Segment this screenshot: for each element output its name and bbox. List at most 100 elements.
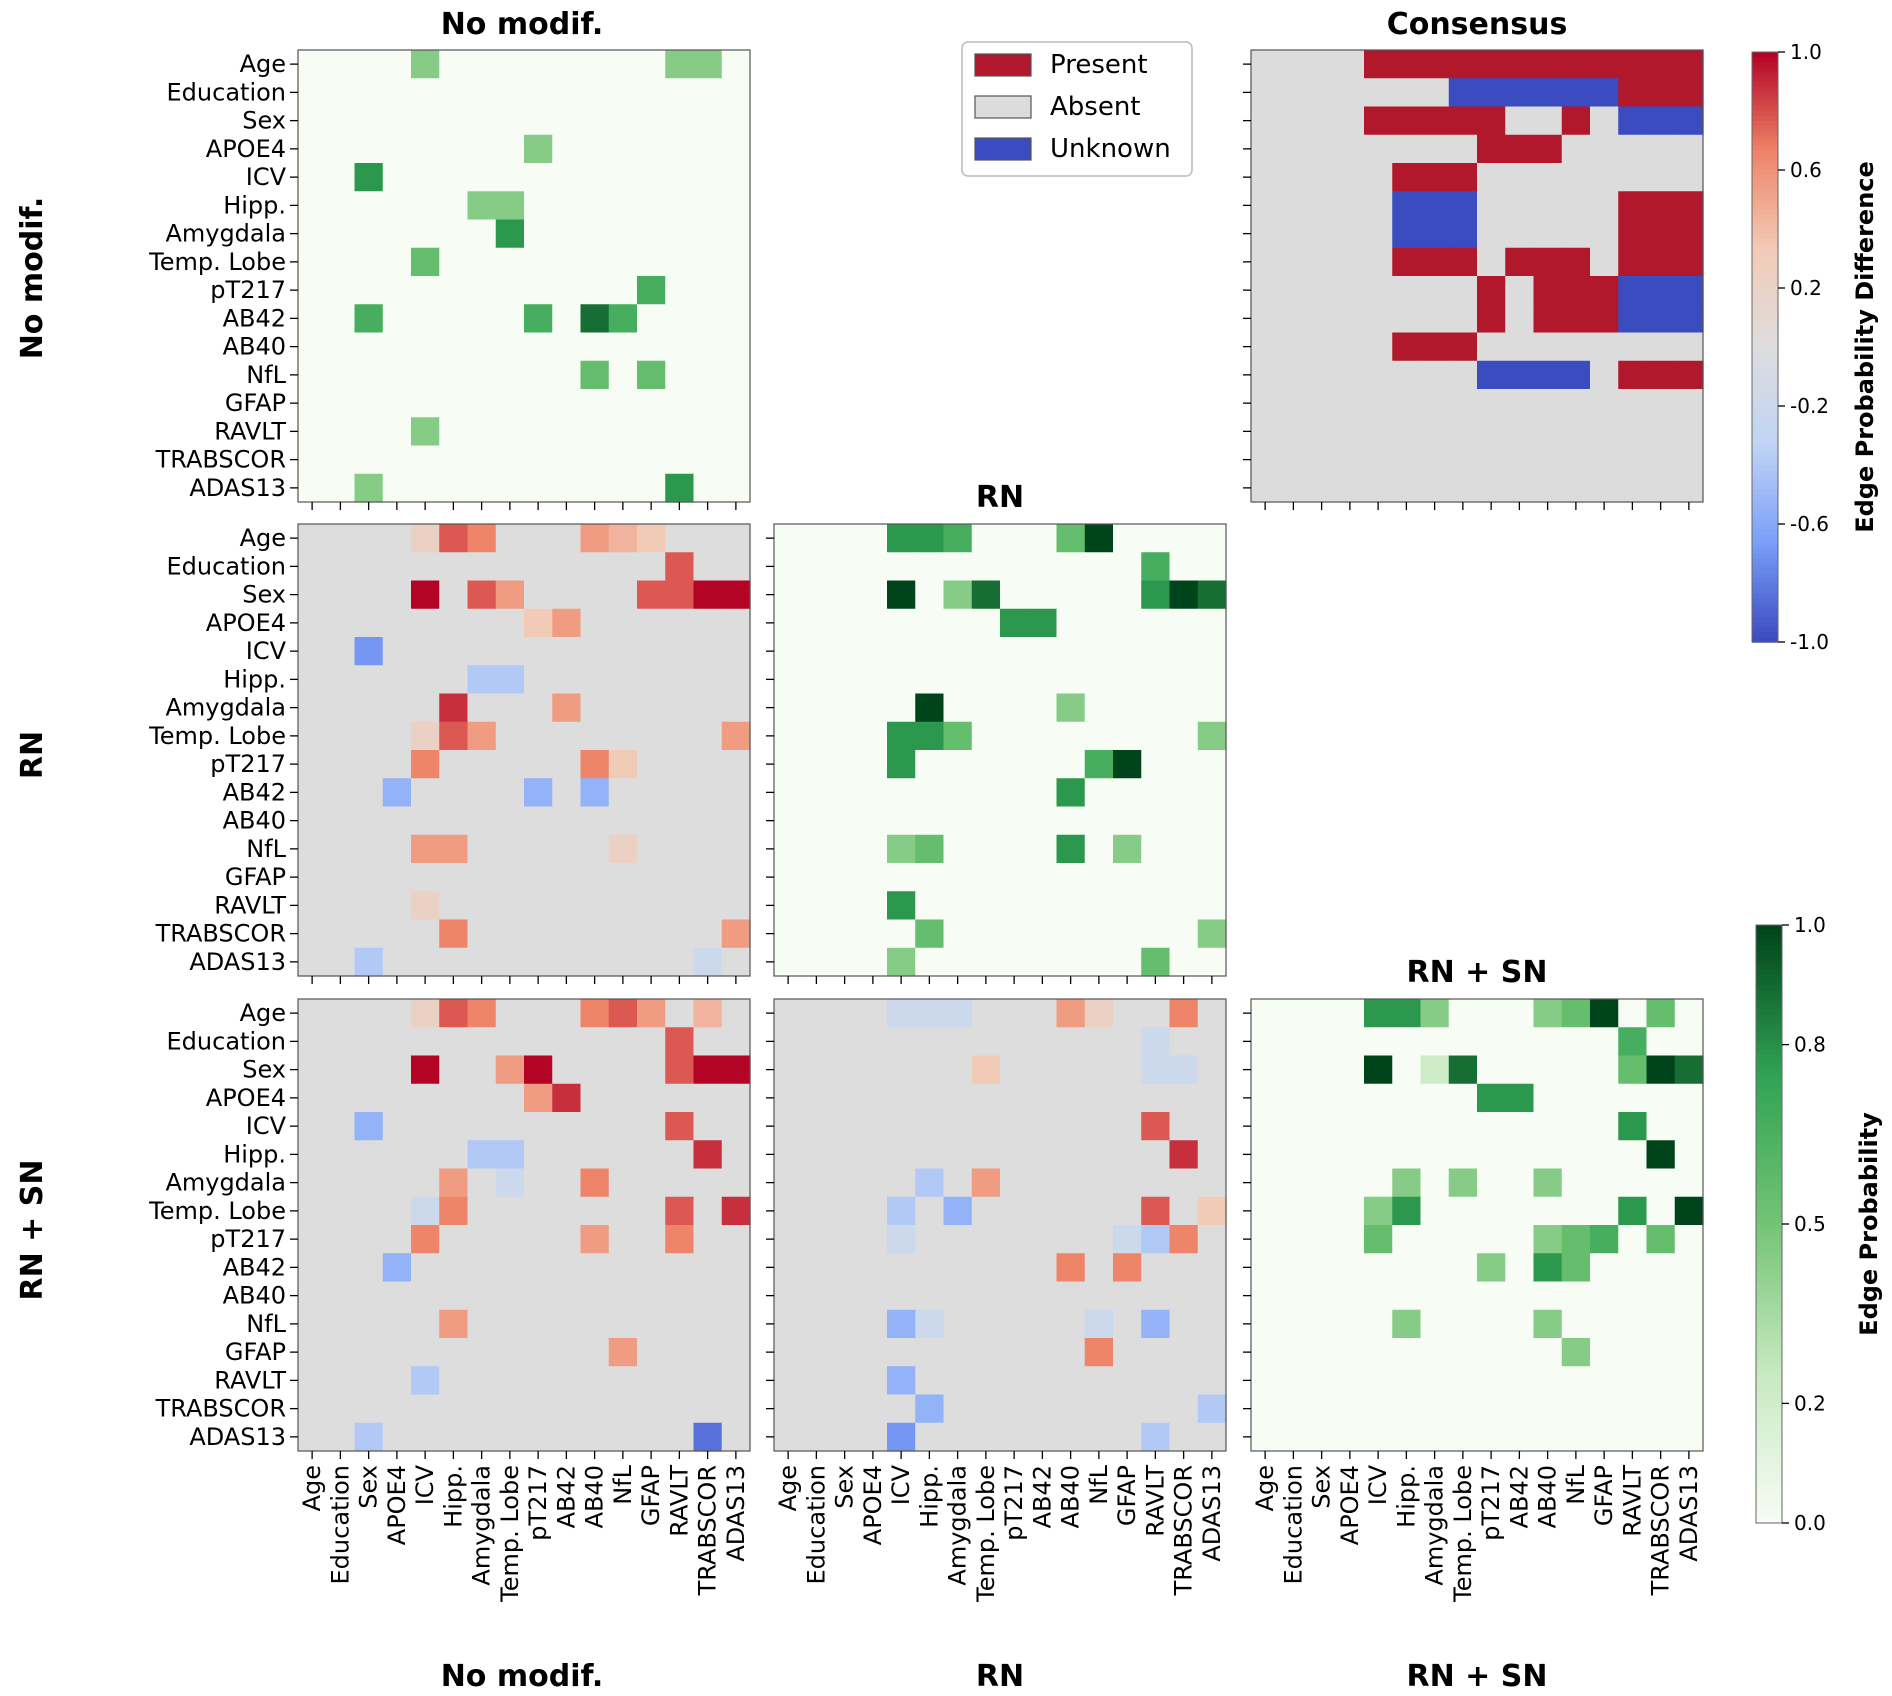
panel-nomodif-nomodif-cell — [298, 417, 327, 447]
panel-rn-rn-cell — [1197, 608, 1227, 638]
colorbar-probability-band — [1756, 1054, 1782, 1061]
panel-rnsn-rnsn-cell — [1420, 1083, 1450, 1113]
panel-rnsn-vs-rn-cell — [1084, 1055, 1114, 1085]
panel-rn-rn-cell — [1113, 608, 1142, 638]
panel-consensus-cell — [1251, 276, 1280, 305]
panel-rn-rn-cell — [1084, 947, 1114, 977]
panel-rnsn-vs-nomodif-cell — [411, 1168, 440, 1198]
colorbar-probability-band — [1756, 1293, 1782, 1300]
panel-rnsn-vs-rn-cell — [1141, 1083, 1171, 1113]
panel-rnsn-vs-rn-cell — [802, 1338, 832, 1367]
panel-rnsn-vs-nomodif-cell — [298, 1225, 327, 1254]
y-tick-label: Sex — [242, 1056, 286, 1084]
panel-rn-rn-cell — [1169, 750, 1199, 779]
y-tick-label: Age — [240, 50, 286, 78]
panel-rnsn-vs-rn-cell — [858, 1140, 888, 1170]
panel-rnsn-vs-rn-cell — [915, 1083, 945, 1113]
panel-rn-vs-nomodif-cell — [552, 608, 582, 638]
panel-rn-rn-cell — [1056, 665, 1086, 695]
colorbar-difference-band — [1752, 489, 1778, 496]
panel-consensus-cell — [1646, 247, 1676, 277]
panel-rnsn-rnsn-cell — [1505, 1168, 1535, 1198]
panel-rnsn-vs-nomodif-cell — [326, 1027, 356, 1057]
panel-rnsn-vs-nomodif-cell — [608, 1027, 638, 1057]
panel-rnsn-rnsn-cell — [1364, 1281, 1393, 1311]
panel-rn-vs-nomodif-cell — [524, 863, 553, 892]
panel-rnsn-vs-nomodif-cell — [354, 1225, 384, 1254]
panel-rnsn-vs-rn-cell — [1169, 1168, 1199, 1198]
panel-consensus-cell — [1674, 191, 1704, 221]
panel-rnsn-vs-nomodif-cell — [411, 999, 440, 1028]
panel-rnsn-vs-nomodif-cell — [580, 1422, 610, 1452]
panel-rn-rn-cell — [1084, 919, 1114, 949]
panel-rn-vs-nomodif-cell — [693, 580, 723, 610]
panel-rnsn-rnsn-cell — [1392, 1140, 1422, 1170]
panel-rnsn-vs-nomodif-cell — [693, 1309, 723, 1339]
colorbar-difference-band — [1752, 583, 1778, 589]
panel-rnsn-rnsn-cell — [1420, 999, 1450, 1028]
panel-rn-rn-cell — [858, 524, 888, 553]
panel-nomodif-nomodif-cell — [382, 360, 412, 390]
panel-rn-rn-cell — [915, 947, 945, 977]
panel-rnsn-rnsn: Age Education Sex APOE4 ICV Hipp. Amygdala Temp… — [1243, 998, 1704, 1603]
colorbar-probability-band — [1756, 1074, 1782, 1081]
panel-rnsn-vs-nomodif-cell — [382, 1196, 412, 1226]
panel-rnsn-vs-rn-cell — [774, 1112, 803, 1141]
panel-consensus-cell — [1533, 360, 1563, 390]
panel-rn-vs-nomodif-cell — [411, 665, 440, 695]
colorbar-probability-band — [1756, 1413, 1782, 1420]
panel-rn-rn-cell — [1113, 891, 1142, 921]
panel-nomodif-nomodif-cell — [467, 360, 497, 390]
colorbar-probability-band — [1756, 1313, 1782, 1320]
panel-rnsn-vs-nomodif-cell — [637, 1253, 666, 1283]
panel-rnsn-rnsn-cell — [1392, 1027, 1422, 1057]
panel-rnsn-rnsn-cell — [1590, 1281, 1619, 1311]
panel-rn-rn-cell — [943, 750, 973, 779]
panel-rnsn-rnsn-cell — [1477, 1027, 1506, 1057]
panel-rn-rn-cell — [887, 891, 916, 921]
panel-consensus-cell — [1448, 247, 1478, 277]
colorbar-probability-band — [1756, 1174, 1782, 1180]
panel-rnsn-vs-nomodif-cell — [665, 1112, 695, 1141]
panel-rn-rn-cell — [1169, 580, 1199, 610]
x-tick-label: Sex — [355, 1465, 383, 1509]
panel-rn-rn-cell — [774, 778, 803, 808]
panel-rnsn-vs-rn-cell — [802, 1027, 832, 1057]
panel-rn-rn-cell — [1141, 721, 1171, 751]
panel-rnsn-rnsn-cell — [1477, 1366, 1506, 1396]
panel-rn-vs-nomodif-cell — [721, 552, 751, 582]
panel-consensus-cell — [1335, 191, 1365, 221]
panel-rnsn-vs-nomodif-cell — [411, 1422, 440, 1452]
panel-rnsn-vs-rn-cell — [830, 1366, 860, 1396]
colorbar-difference-label: Edge Probability Difference — [1851, 161, 1879, 533]
panel-rnsn-vs-nomodif-cell — [693, 1281, 723, 1311]
panel-rn-rn-cell — [971, 891, 1001, 921]
panel-rn-vs-nomodif-cell — [552, 750, 582, 779]
colorbar-probability-band — [1756, 1184, 1782, 1190]
panel-nomodif-nomodif-cell — [665, 78, 695, 108]
panel-rnsn-vs-nomodif-cell — [326, 1055, 356, 1085]
panel-nomodif-nomodif-cell — [665, 276, 695, 305]
panel-rn-rn-cell — [1197, 524, 1227, 553]
panel-rn-vs-nomodif-cell — [326, 721, 356, 751]
panel-nomodif-nomodif-cell — [439, 332, 469, 362]
panel-rnsn-rnsn-cell — [1392, 1083, 1422, 1113]
panel-nomodif-nomodif-cell — [354, 332, 384, 362]
panel-nomodif-nomodif-cell — [721, 106, 751, 136]
panel-rnsn-vs-nomodif-cell — [721, 1338, 751, 1367]
colorbar-difference-band — [1752, 514, 1778, 520]
panel-rn-rn-cell — [943, 608, 973, 638]
panel-consensus-cell — [1251, 106, 1280, 136]
panel-consensus-cell — [1590, 445, 1619, 475]
y-tick-label: TRABSCOR — [155, 446, 286, 474]
panel-rn-vs-nomodif-cell — [637, 637, 666, 666]
panel-consensus-cell — [1646, 134, 1676, 164]
panel-rn-vs-nomodif-cell — [524, 580, 553, 610]
panel-rnsn-vs-rn-cell — [858, 1055, 888, 1085]
panel-nomodif-nomodif-cell — [637, 78, 666, 108]
panel-rn-rn-cell — [1084, 580, 1114, 610]
panel-nomodif-nomodif-cell — [524, 134, 553, 164]
panel-nomodif-nomodif-cell — [637, 304, 666, 334]
colorbar-probability-band — [1756, 984, 1782, 991]
panel-rn-rn-cell — [1000, 778, 1029, 808]
